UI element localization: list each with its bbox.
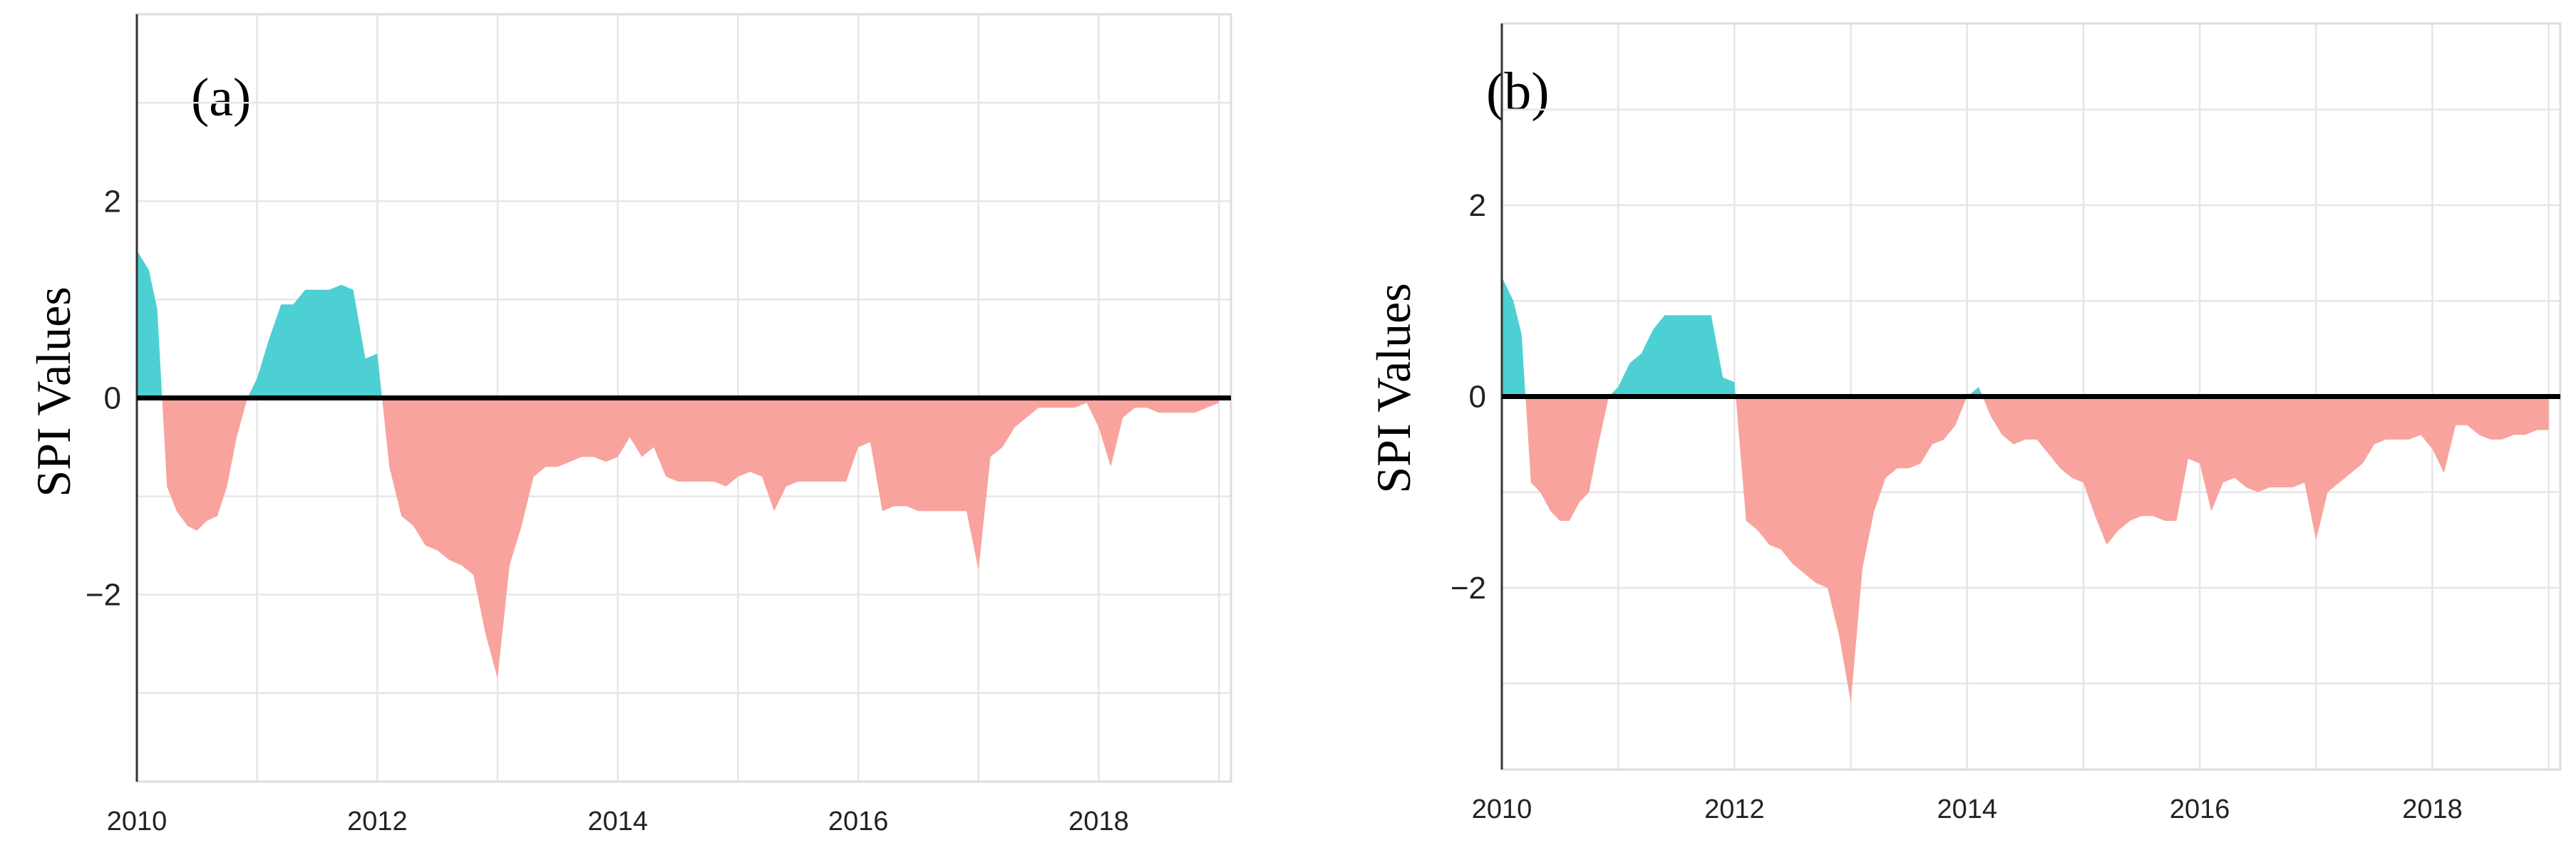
panel-a-y-tick-label: 0 — [104, 381, 121, 416]
panel-b-x-ticks: 2010 2012 2014 2016 2018 — [1472, 794, 2463, 824]
panel-a-negative-area — [137, 398, 1220, 678]
panel-a-x-tick-label: 2016 — [828, 807, 889, 836]
panel-b-y-axis-label: SPI Values — [1366, 283, 1421, 493]
panel-b-x-tick-label: 2012 — [1704, 794, 1765, 824]
panel-a-y-tick-label: 2 — [104, 184, 121, 219]
panel-a-y-axis-label: SPI Values — [26, 286, 81, 497]
panel-b-negative-area — [1502, 396, 2549, 703]
panel-a-x-tick-label: 2014 — [587, 807, 648, 836]
panel-b-positive-area — [1502, 276, 2549, 397]
panel-a-y-ticks: −2 0 2 — [86, 184, 121, 612]
panel-b-y-ticks: −2 0 2 — [1451, 188, 1486, 606]
panel-b-axes — [1500, 24, 2560, 770]
panel-b-x-tick-label: 2014 — [1937, 794, 1997, 824]
panel-b-y-tick-label: 0 — [1469, 380, 1486, 415]
panel-a-areas — [137, 250, 1220, 678]
panel-b-x-tick-label: 2016 — [2170, 794, 2230, 824]
panel-a-x-tick-label: 2012 — [347, 807, 408, 836]
panel-b-x-tick-label: 2018 — [2402, 794, 2463, 824]
panel-b-y-tick-label: −2 — [1451, 571, 1486, 606]
panel-b-x-tick-label: 2010 — [1472, 794, 1532, 824]
panel-b-label: (b) — [1486, 62, 1550, 122]
panel-a-x-tick-label: 2018 — [1068, 807, 1129, 836]
panel-a-positive-area — [137, 250, 1220, 398]
panel-b-areas — [1502, 276, 2549, 703]
panel-a-x-tick-label: 2010 — [107, 807, 168, 836]
panel-a-axes — [135, 14, 1231, 782]
panel-a-label: (a) — [191, 68, 251, 128]
panel-a-x-ticks: 2010 2012 2014 2016 2018 — [107, 807, 1129, 836]
panel-a-y-tick-label: −2 — [86, 578, 121, 613]
panel-b: (b) SPI Values −2 0 2 2010 2012 2014 201… — [1366, 22, 2562, 824]
panel-a: (a) SPI Values −2 0 2 2010 2012 2014 201… — [26, 13, 1232, 836]
panel-b-y-tick-label: 2 — [1469, 188, 1486, 223]
